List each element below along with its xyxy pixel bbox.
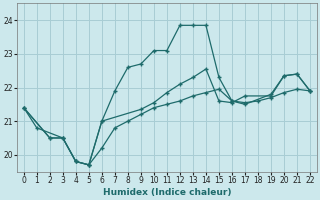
X-axis label: Humidex (Indice chaleur): Humidex (Indice chaleur) <box>103 188 231 197</box>
